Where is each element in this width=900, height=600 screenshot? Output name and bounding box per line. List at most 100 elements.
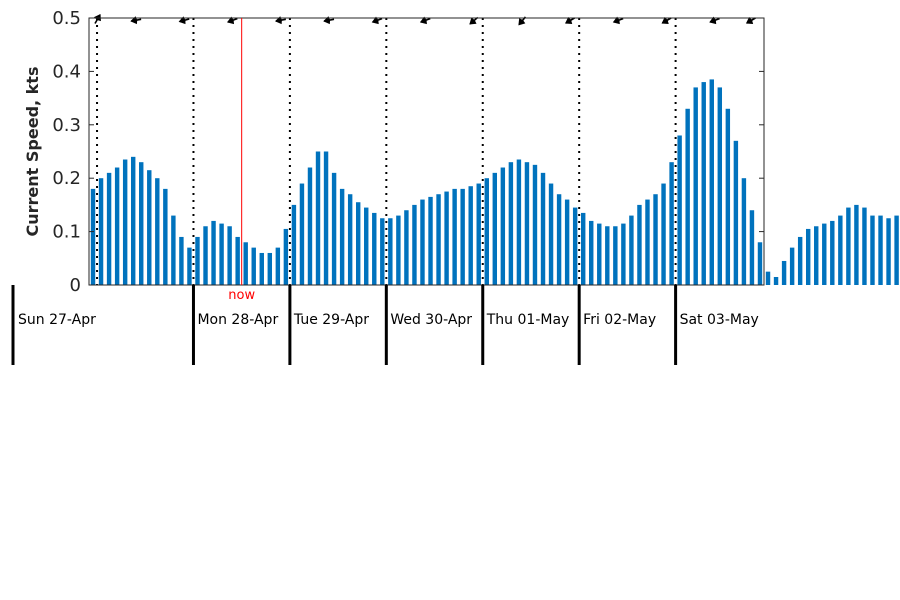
y-axis-ticks: 0 0.1 0.2 0.3 0.4 0.5 bbox=[52, 8, 764, 296]
speed-bar bbox=[147, 170, 152, 285]
speed-bar bbox=[323, 151, 329, 285]
speed-bar bbox=[709, 79, 714, 285]
bars-layer bbox=[90, 79, 899, 285]
speed-bar bbox=[580, 212, 586, 285]
speed-bar bbox=[669, 162, 674, 285]
speed-bar bbox=[789, 247, 795, 285]
speed-bar bbox=[195, 236, 200, 285]
speed-bar bbox=[854, 204, 859, 285]
speed-bar bbox=[98, 178, 104, 285]
speed-bar bbox=[805, 228, 811, 285]
y-tick-label: 0.3 bbox=[52, 115, 81, 136]
speed-bar bbox=[275, 247, 281, 285]
speed-bar bbox=[862, 207, 867, 285]
speed-bar bbox=[886, 218, 891, 285]
speed-bar bbox=[299, 183, 305, 285]
y-tick-label: 0.4 bbox=[52, 61, 81, 82]
direction-arrow-head bbox=[275, 16, 282, 25]
speed-bar bbox=[347, 194, 353, 285]
speed-bar bbox=[532, 164, 538, 285]
speed-bar bbox=[444, 191, 449, 285]
speed-bar bbox=[171, 215, 176, 285]
speed-bar bbox=[572, 207, 578, 285]
speed-bar bbox=[122, 159, 128, 285]
speed-bar bbox=[637, 204, 642, 285]
day-label: Sun 27-Apr bbox=[18, 312, 96, 328]
speed-bar bbox=[187, 247, 192, 285]
direction-arrow bbox=[227, 16, 238, 25]
speed-bar bbox=[436, 194, 441, 285]
speed-bar bbox=[227, 226, 232, 285]
direction-arrow-head bbox=[130, 16, 138, 25]
speed-bar bbox=[822, 223, 827, 285]
y-tick-label: 0.1 bbox=[52, 222, 81, 243]
speed-bar bbox=[251, 247, 256, 285]
speed-bar bbox=[243, 242, 248, 285]
speed-bar bbox=[404, 210, 409, 285]
y-tick-label: 0 bbox=[70, 275, 81, 296]
speed-bar bbox=[781, 260, 787, 285]
speed-bar bbox=[741, 178, 747, 285]
speed-bar bbox=[211, 220, 216, 285]
direction-arrow bbox=[661, 17, 672, 24]
speed-bar bbox=[677, 135, 682, 285]
speed-bar bbox=[516, 159, 522, 285]
speed-bar bbox=[773, 276, 779, 285]
speed-bar bbox=[605, 226, 610, 285]
speed-bar bbox=[725, 108, 731, 285]
speed-bar bbox=[548, 183, 554, 285]
speed-bar bbox=[830, 220, 835, 285]
speed-bar bbox=[355, 202, 361, 285]
speed-bar bbox=[372, 212, 377, 285]
speed-bar bbox=[693, 87, 698, 285]
direction-arrow bbox=[419, 16, 431, 25]
speed-bar bbox=[315, 151, 321, 285]
y-tick-label: 0.2 bbox=[52, 168, 81, 189]
direction-arrows-layer bbox=[94, 13, 756, 26]
speed-bar bbox=[597, 223, 602, 285]
speed-bar bbox=[219, 223, 224, 285]
speed-bar bbox=[307, 167, 313, 285]
direction-arrow bbox=[130, 16, 142, 25]
speed-bar bbox=[380, 218, 385, 285]
direction-arrow bbox=[371, 16, 383, 25]
plot-frame bbox=[88, 17, 765, 286]
direction-arrow-head bbox=[323, 16, 331, 25]
speed-bar bbox=[291, 204, 297, 285]
speed-bar bbox=[235, 236, 240, 285]
direction-arrow bbox=[518, 16, 527, 26]
speed-bar bbox=[814, 226, 819, 285]
speed-bar bbox=[645, 199, 650, 285]
day-label: Mon 28-Apr bbox=[197, 312, 278, 328]
speed-bar bbox=[613, 226, 618, 285]
speed-bar bbox=[259, 252, 264, 285]
speed-bar bbox=[90, 188, 96, 285]
direction-arrow-head bbox=[518, 18, 526, 26]
speed-bar bbox=[717, 87, 723, 285]
speed-bar bbox=[733, 140, 739, 285]
speed-bar bbox=[396, 215, 401, 285]
y-axis-label: Current Speed, kts bbox=[23, 67, 42, 237]
speed-bar bbox=[749, 210, 755, 285]
speed-bar bbox=[621, 223, 626, 285]
speed-bar bbox=[556, 194, 562, 285]
speed-bar bbox=[452, 188, 457, 285]
direction-arrow bbox=[745, 17, 756, 24]
speed-bar bbox=[179, 236, 184, 285]
speed-bar bbox=[364, 207, 369, 285]
speed-bar bbox=[203, 226, 208, 285]
speed-bar bbox=[468, 186, 473, 285]
speed-bar bbox=[838, 215, 843, 285]
speed-bar bbox=[500, 167, 506, 285]
day-label: Sat 03-May bbox=[680, 312, 759, 328]
speed-bar bbox=[629, 215, 634, 285]
direction-arrow-head bbox=[661, 17, 669, 24]
direction-arrow-head bbox=[745, 17, 754, 24]
direction-arrow bbox=[709, 16, 720, 25]
speed-bar bbox=[685, 108, 690, 285]
speed-bar bbox=[524, 162, 530, 285]
speed-bar bbox=[540, 172, 546, 285]
speed-bar bbox=[428, 196, 433, 285]
day-label: Thu 01-May bbox=[486, 312, 570, 328]
